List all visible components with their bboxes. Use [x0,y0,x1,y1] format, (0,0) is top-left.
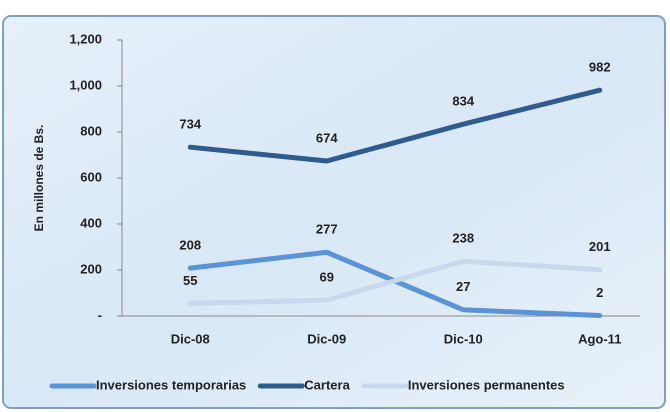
data-label: 208 [179,238,201,253]
y-tick-label: - [98,307,102,322]
data-label: 69 [320,270,334,285]
data-label: 27 [456,279,470,294]
data-label: 277 [316,222,338,237]
data-label: 734 [179,117,201,132]
series-line [187,87,603,164]
x-tick-label: Dic-09 [307,331,346,346]
y-tick-label: 400 [80,215,102,230]
data-label: 238 [452,231,474,246]
series-line [187,258,603,306]
y-tick-label: 800 [80,123,102,138]
y-tick-label: 1,000 [69,77,102,92]
data-label: 55 [183,273,197,288]
data-label: 982 [589,60,611,75]
legend-label: Cartera [304,377,350,392]
x-tick-label: Ago-11 [578,331,621,346]
y-tick-label: 1,200 [69,31,102,46]
chart-background [2,15,666,409]
x-tick-label: Dic-08 [171,331,210,346]
x-tick-label: Dic-10 [444,331,483,346]
data-label: 674 [316,130,338,145]
y-tick-label: 600 [80,169,102,184]
legend-label: Inversiones temporarias [96,377,246,392]
y-axis-label: En millones de Bs. [32,125,46,232]
data-label: 201 [589,239,611,254]
legend-label: Inversiones permanentes [408,377,565,392]
data-label: 834 [452,94,474,109]
data-label: 2 [596,285,603,300]
y-tick-label: 200 [80,261,102,276]
